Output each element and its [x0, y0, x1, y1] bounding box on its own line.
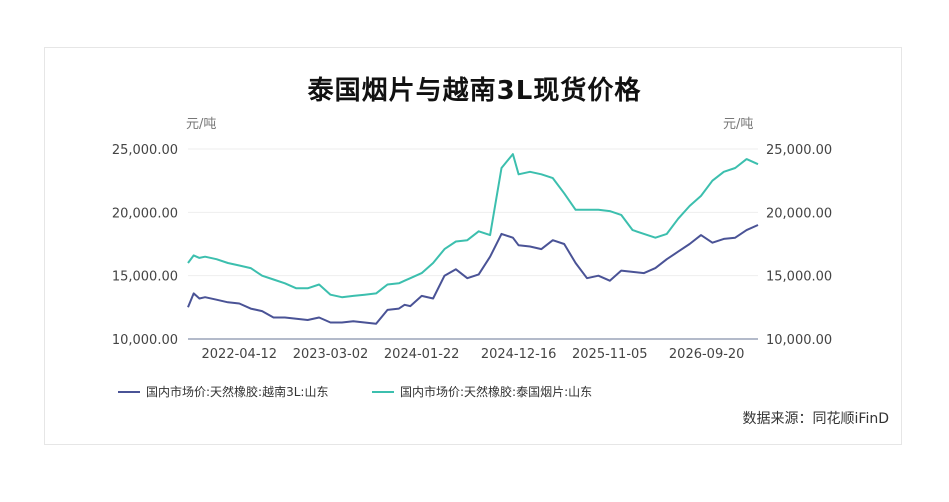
y-tick-label-left: 10,000.00 — [112, 333, 178, 348]
y-tick-label-left: 15,000.00 — [112, 270, 178, 285]
legend-item-thailand[interactable]: 国内市场价:天然橡胶:泰国烟片:山东 — [372, 383, 592, 400]
legend-swatch-thailand — [372, 390, 394, 393]
y-axis-unit-left: 元/吨 — [186, 117, 217, 132]
y-tick-label-right: 20,000.00 — [766, 206, 832, 221]
series-line-thailand[interactable] — [187, 153, 759, 299]
chart-title: 泰国烟片与越南3L现货价格 — [307, 76, 642, 106]
x-tick-label: 2024-12-16 — [481, 347, 557, 362]
x-tick-label: 2024-01-22 — [384, 347, 460, 362]
y-tick-label-left: 20,000.00 — [112, 206, 178, 221]
x-tick-label: 2026-09-20 — [669, 347, 745, 362]
y-tick-label-left: 25,000.00 — [112, 143, 178, 158]
x-tick-label: 2023-03-02 — [293, 347, 369, 362]
legend-label-thailand: 国内市场价:天然橡胶:泰国烟片:山东 — [400, 385, 593, 399]
legend-item-vietnam[interactable]: 国内市场价:天然橡胶:越南3L:山东 — [118, 383, 328, 400]
x-tick-label: 2025-11-05 — [572, 347, 648, 362]
series-line-vietnam[interactable] — [187, 224, 759, 325]
y-axis-unit-right: 元/吨 — [723, 117, 754, 132]
legend-label-vietnam: 国内市场价:天然橡胶:越南3L:山东 — [146, 385, 329, 399]
y-tick-label-right: 10,000.00 — [766, 333, 832, 348]
x-tick-label: 2022-04-12 — [202, 347, 278, 362]
chart-card — [44, 47, 902, 445]
y-tick-label-right: 15,000.00 — [766, 270, 832, 285]
legend-swatch-vietnam — [118, 390, 140, 393]
data-source: 数据来源：同花顺iFinD — [742, 411, 889, 427]
y-tick-label-right: 25,000.00 — [766, 143, 832, 158]
